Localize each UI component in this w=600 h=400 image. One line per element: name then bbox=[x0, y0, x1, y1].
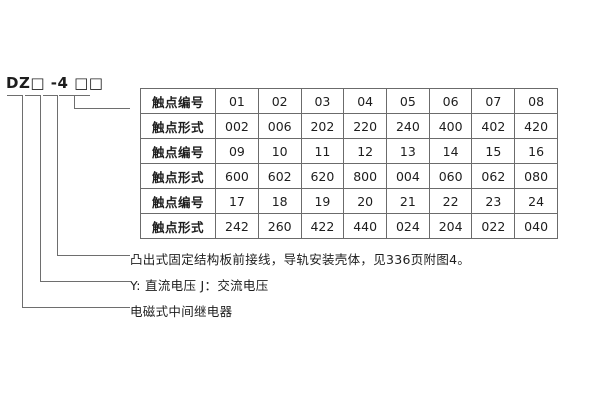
table-cell: 204 bbox=[428, 213, 473, 239]
row-label: 触点形式 bbox=[139, 213, 217, 239]
table-row: 触点形式 002 006 202 220 240 400 402 420 bbox=[139, 113, 558, 139]
annotation-device-family: 电磁式中间继电器 bbox=[130, 304, 233, 319]
table-cell: 03 bbox=[300, 88, 345, 114]
annotation-mounting-structure: 凸出式固定结构板前接线，导轨安装壳体，见336页附图4。 bbox=[130, 252, 471, 267]
row-label: 触点编号 bbox=[139, 88, 217, 114]
table-cell: 006 bbox=[257, 113, 302, 139]
table-cell: 21 bbox=[386, 188, 430, 214]
table-cell: 602 bbox=[257, 163, 302, 189]
table-cell: 800 bbox=[343, 163, 388, 189]
table-cell: 440 bbox=[343, 213, 388, 239]
table-cell: 06 bbox=[428, 88, 473, 114]
table-cell: 420 bbox=[514, 113, 558, 139]
row-label: 触点形式 bbox=[139, 163, 217, 189]
leader-line-2-horizontal bbox=[40, 281, 130, 282]
leader-line-3-vertical bbox=[57, 95, 58, 255]
table-cell: 024 bbox=[386, 213, 430, 239]
leader-line-1-vertical bbox=[22, 95, 23, 307]
table-cell: 062 bbox=[471, 163, 516, 189]
table-cell: 242 bbox=[215, 213, 259, 239]
table-cell: 01 bbox=[215, 88, 259, 114]
table-cell: 004 bbox=[386, 163, 430, 189]
table-cell: 09 bbox=[215, 138, 259, 164]
row-label: 触点形式 bbox=[139, 113, 217, 139]
table-cell: 12 bbox=[343, 138, 388, 164]
table-cell: 15 bbox=[471, 138, 516, 164]
table-cell: 18 bbox=[257, 188, 302, 214]
table-cell: 22 bbox=[428, 188, 473, 214]
table-cell: 620 bbox=[300, 163, 345, 189]
table-cell: 11 bbox=[300, 138, 345, 164]
contact-code-table: 触点编号 01 02 03 04 05 06 07 08 触点形式 002 00… bbox=[139, 88, 558, 239]
row-label: 触点编号 bbox=[139, 138, 217, 164]
table-row: 触点编号 17 18 19 20 21 22 23 24 bbox=[139, 188, 558, 214]
table-cell: 080 bbox=[514, 163, 558, 189]
annotation-voltage-type: Y: 直流电压 J：交流电压 bbox=[130, 278, 269, 293]
table-row: 触点编号 09 10 11 12 13 14 15 16 bbox=[139, 138, 558, 164]
model-designation-label: DZ□ -4 □□ bbox=[6, 74, 104, 92]
leader-line-3-horizontal bbox=[57, 255, 130, 256]
model-segment-tick-1 bbox=[7, 95, 22, 96]
table-cell: 16 bbox=[514, 138, 558, 164]
table-cell: 402 bbox=[471, 113, 516, 139]
table-cell: 422 bbox=[300, 213, 345, 239]
table-cell: 220 bbox=[343, 113, 388, 139]
table-cell: 08 bbox=[514, 88, 558, 114]
leader-line-2-vertical bbox=[40, 95, 41, 281]
table-cell: 24 bbox=[514, 188, 558, 214]
row-label: 触点编号 bbox=[139, 188, 217, 214]
table-cell: 202 bbox=[300, 113, 345, 139]
table-cell: 060 bbox=[428, 163, 473, 189]
leader-line-1-horizontal bbox=[22, 307, 130, 308]
table-row: 触点编号 01 02 03 04 05 06 07 08 bbox=[139, 88, 558, 114]
table-cell: 07 bbox=[471, 88, 516, 114]
leader-line-4-horizontal bbox=[74, 108, 130, 109]
table-cell: 14 bbox=[428, 138, 473, 164]
model-segment-tick-2 bbox=[25, 95, 40, 96]
table-cell: 002 bbox=[215, 113, 259, 139]
table-cell: 260 bbox=[257, 213, 302, 239]
table-cell: 13 bbox=[386, 138, 430, 164]
table-cell: 240 bbox=[386, 113, 430, 139]
leader-line-4-vertical bbox=[74, 95, 75, 108]
table-cell: 23 bbox=[471, 188, 516, 214]
table-cell: 02 bbox=[257, 88, 302, 114]
table-cell: 10 bbox=[257, 138, 302, 164]
model-segment-tick-3 bbox=[43, 95, 58, 96]
table-cell: 05 bbox=[386, 88, 430, 114]
table-cell: 17 bbox=[215, 188, 259, 214]
table-row: 触点形式 600 602 620 800 004 060 062 080 bbox=[139, 163, 558, 189]
table-cell: 04 bbox=[343, 88, 388, 114]
table-row: 触点形式 242 260 422 440 024 204 022 040 bbox=[139, 213, 558, 239]
table-cell: 022 bbox=[471, 213, 516, 239]
table-cell: 20 bbox=[343, 188, 388, 214]
table-cell: 19 bbox=[300, 188, 345, 214]
table-cell: 600 bbox=[215, 163, 259, 189]
table-cell: 400 bbox=[428, 113, 473, 139]
table-cell: 040 bbox=[514, 213, 558, 239]
